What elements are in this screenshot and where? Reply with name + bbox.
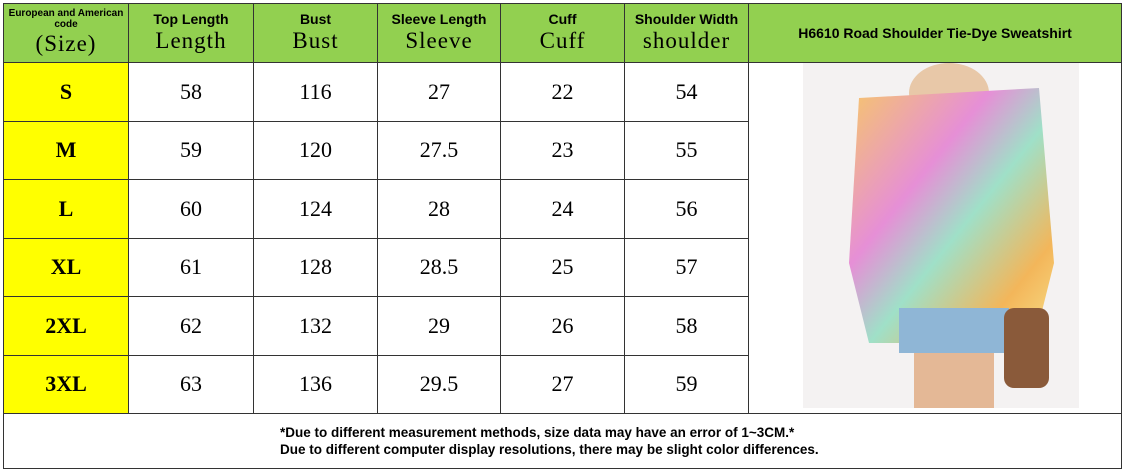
size-cell: S: [3, 62, 129, 122]
header-cell: European and American code (Size): [3, 3, 129, 63]
size-row: 2XL 62 132 29 26 58: [3, 296, 1122, 356]
value-cell: 116: [253, 62, 378, 122]
header-cell: Sleeve Length Sleeve: [377, 3, 501, 63]
note-cell: *Due to different measurement methods, s…: [2, 413, 1123, 469]
header-word: (Size): [35, 31, 97, 56]
value-cell: 59: [624, 354, 749, 414]
value-cell: 60: [128, 179, 254, 239]
size-cell: L: [3, 179, 129, 239]
value-cell: 55: [624, 120, 749, 180]
value-cell: 26: [500, 296, 625, 356]
value-cell: 27: [500, 354, 625, 414]
value-cell: 25: [500, 237, 625, 297]
header-cell: Cuff Cuff: [500, 3, 625, 63]
size-cell: XL: [3, 237, 129, 297]
product-photo: [803, 63, 1080, 408]
value-cell: 28: [377, 179, 501, 239]
size-row: L 60 124 28 24 56: [3, 179, 1122, 239]
size-cell: M: [3, 120, 129, 180]
value-cell: 57: [624, 237, 749, 297]
product-title: H6610 Road Shoulder Tie-Dye Sweatshirt: [747, 3, 1123, 63]
value-cell: 58: [624, 296, 749, 356]
header-label: Cuff: [548, 11, 577, 27]
size-cell: 3XL: [3, 354, 129, 414]
value-cell: 27: [377, 62, 501, 122]
value-cell: 61: [128, 237, 254, 297]
size-row: M 59 120 27.5 23 55: [3, 120, 1122, 180]
header-label: Sleeve Length: [391, 11, 487, 27]
size-cell: 2XL: [3, 296, 129, 356]
header-word: Bust: [292, 28, 339, 53]
value-cell: 128: [253, 237, 378, 297]
value-cell: 54: [624, 62, 749, 122]
header-label: European and American code: [8, 8, 124, 30]
product-image: [747, 62, 1123, 414]
value-cell: 29: [377, 296, 501, 356]
size-row: 3XL 63 136 29.5 27 59: [3, 354, 1122, 414]
header-word: Cuff: [539, 28, 586, 53]
value-cell: 29.5: [377, 354, 501, 414]
value-cell: 23: [500, 120, 625, 180]
value-cell: 62: [128, 296, 254, 356]
header-cell: Bust Bust: [253, 3, 378, 63]
value-cell: 24: [500, 179, 625, 239]
header-word: Length: [155, 28, 227, 53]
header-cell: Top Length Length: [128, 3, 254, 63]
size-table: European and American code (Size) Top Leng…: [2, 3, 1123, 469]
header-word: shoulder: [642, 28, 731, 53]
value-cell: 59: [128, 120, 254, 180]
value-cell: 27.5: [377, 120, 501, 180]
header-word: Sleeve: [405, 28, 473, 53]
header-label: Bust: [299, 11, 332, 27]
value-cell: 120: [253, 120, 378, 180]
value-cell: 28.5: [377, 237, 501, 297]
value-cell: 132: [253, 296, 378, 356]
header-label: Top Length: [153, 11, 229, 27]
note-line: Due to different computer display resolu…: [280, 442, 819, 457]
value-cell: 58: [128, 62, 254, 122]
header-row: European and American code (Size) Top Leng…: [3, 3, 1123, 63]
note-line: *Due to different measurement methods, s…: [280, 425, 795, 440]
note-row: *Due to different measurement methods, s…: [2, 413, 1123, 469]
value-cell: 63: [128, 354, 254, 414]
value-cell: 124: [253, 179, 378, 239]
value-cell: 136: [253, 354, 378, 414]
value-cell: 22: [500, 62, 625, 122]
value-cell: 56: [624, 179, 749, 239]
header-label: Shoulder Width: [634, 11, 739, 27]
size-row: XL 61 128 28.5 25 57: [3, 237, 1122, 297]
size-row: S 58 116 27 22 54: [3, 62, 1123, 414]
header-cell: Shoulder Width shoulder: [624, 3, 749, 63]
